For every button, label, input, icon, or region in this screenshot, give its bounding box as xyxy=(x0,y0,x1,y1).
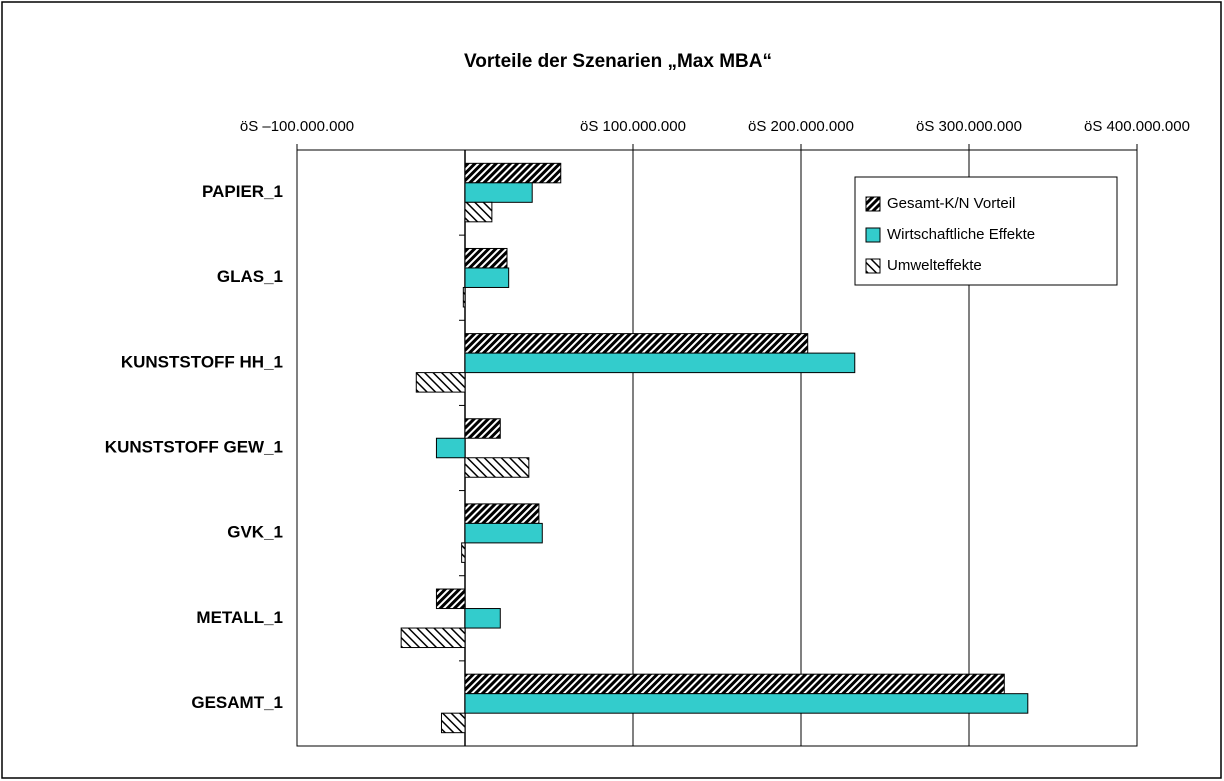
bar xyxy=(464,201,493,223)
y-tick-label: GESAMT_1 xyxy=(191,693,283,712)
legend-swatch xyxy=(865,196,881,212)
y-tick-label: KUNSTSTOFF GEW_1 xyxy=(105,437,283,456)
bar xyxy=(435,588,466,610)
x-tick-label: öS –100.000.000 xyxy=(240,118,354,135)
bar xyxy=(464,608,501,629)
legend-label: Gesamt-K/N Vorteil xyxy=(887,195,1015,212)
bar xyxy=(464,503,540,524)
legend-label: Umwelteffekte xyxy=(887,257,982,274)
bar xyxy=(464,247,508,269)
bar xyxy=(464,333,809,354)
bar xyxy=(440,712,466,734)
bar xyxy=(435,437,466,459)
y-tick-label: METALL_1 xyxy=(196,608,283,627)
x-tick-label: öS 300.000.000 xyxy=(916,118,1022,135)
bar xyxy=(464,352,856,374)
bar xyxy=(415,372,466,393)
legend-swatch xyxy=(865,258,881,274)
bar xyxy=(464,182,533,203)
legend-swatch xyxy=(865,227,881,243)
y-tick-label: GVK_1 xyxy=(227,523,283,542)
y-tick-label: GLAS_1 xyxy=(217,267,283,286)
x-tick-label: öS 200.000.000 xyxy=(748,118,854,135)
legend-label: Wirtschaftliche Effekte xyxy=(887,226,1035,243)
bar xyxy=(464,418,501,439)
x-tick-label: öS 400.000.000 xyxy=(1084,118,1190,135)
bar xyxy=(464,457,530,478)
bar xyxy=(464,522,543,544)
bar xyxy=(464,693,1029,714)
chart-title: Vorteile der Szenarien „Max MBA“ xyxy=(464,51,772,72)
legend-box xyxy=(854,176,1118,286)
bar xyxy=(464,673,1005,695)
bar xyxy=(400,627,466,649)
bar xyxy=(464,267,510,288)
x-tick-label: öS 100.000.000 xyxy=(580,118,686,135)
y-tick-label: PAPIER_1 xyxy=(202,182,283,201)
bar xyxy=(464,162,562,184)
y-tick-label: KUNSTSTOFF HH_1 xyxy=(121,352,283,371)
bar xyxy=(462,286,466,308)
bar xyxy=(461,542,466,563)
